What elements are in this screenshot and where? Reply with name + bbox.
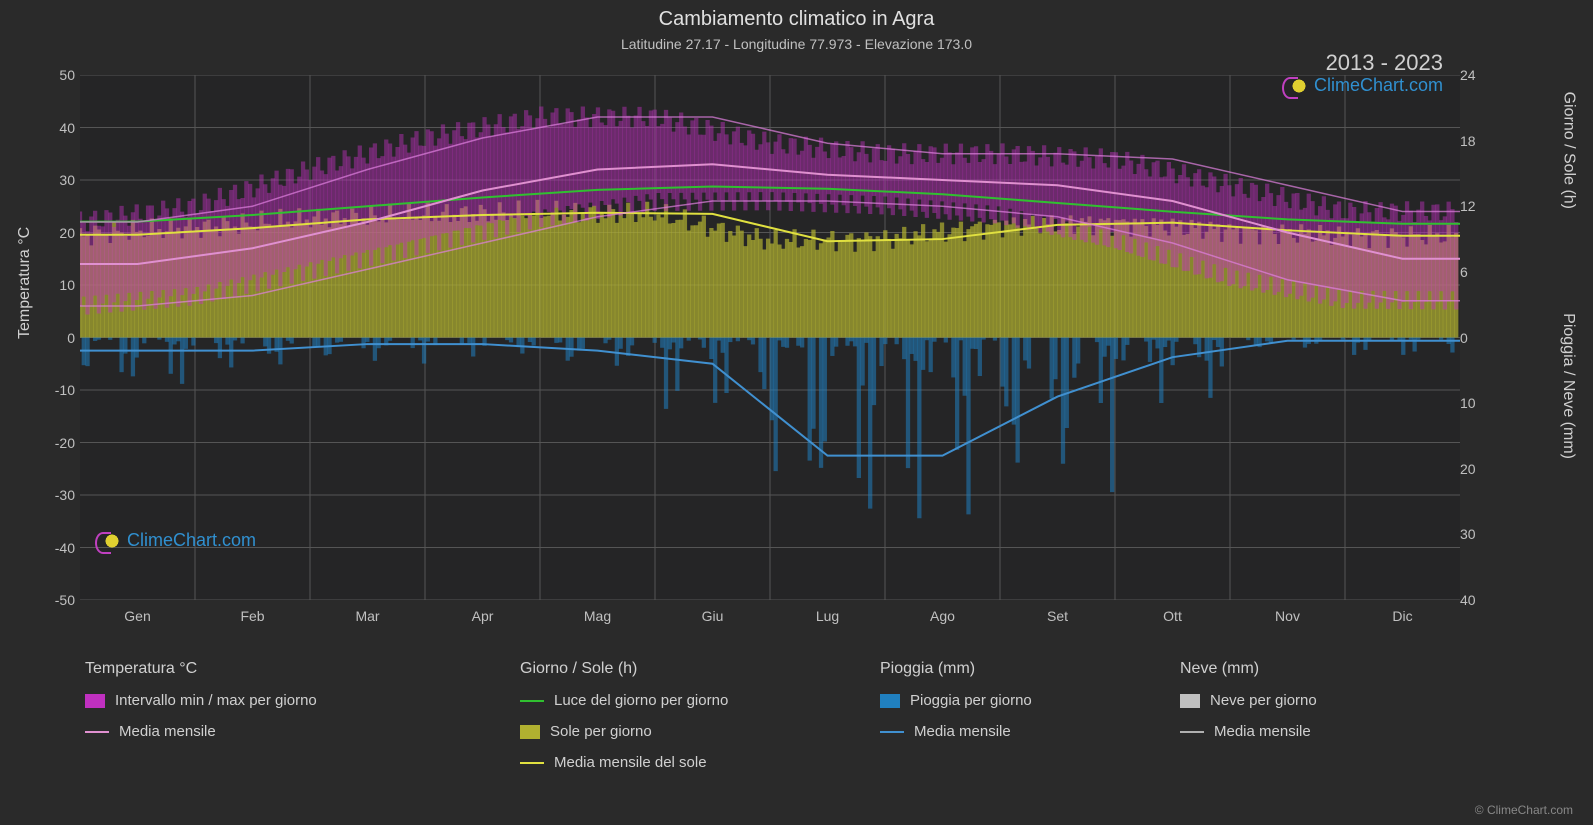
chart-subtitle: Latitudine 27.17 - Longitudine 77.973 - …	[621, 36, 972, 52]
climate-chart: Cambiamento climatico in Agra Latitudine…	[0, 0, 1593, 825]
chart-title: Cambiamento climatico in Agra	[659, 8, 935, 31]
y-axis-right-label-top: Giorno / Sole (h)	[1559, 92, 1577, 209]
watermark-text: ClimeChart.com	[127, 530, 256, 551]
tick-left: -40	[50, 540, 75, 556]
tick-left: 40	[50, 120, 75, 136]
copyright: © ClimeChart.com	[1475, 803, 1573, 817]
year-range: 2013 - 2023	[1326, 50, 1443, 76]
legend-temperature: Temperatura °C Intervallo min / max per …	[85, 660, 317, 754]
tick-month: Ago	[930, 608, 955, 624]
tick-right: 40	[1460, 592, 1485, 608]
tick-right: 24	[1460, 67, 1485, 83]
tick-month: Set	[1047, 608, 1068, 624]
watermark-bottom: ClimeChart.com	[95, 530, 256, 555]
legend-day-header: Giorno / Sole (h)	[520, 660, 728, 678]
legend-temp-header: Temperatura °C	[85, 660, 317, 678]
y-axis-left-label: Temperatura °C	[16, 227, 34, 339]
climechart-logo-icon	[95, 532, 123, 550]
tick-month: Giu	[702, 608, 724, 624]
tick-left: -10	[50, 382, 75, 398]
tick-right: 30	[1460, 526, 1485, 542]
legend-rain-mean: Media mensile	[914, 723, 1011, 740]
legend-rain-daily: Pioggia per giorno	[910, 692, 1032, 709]
line-daylight	[520, 700, 544, 702]
line-snow-mean	[1180, 731, 1204, 733]
legend-temp-range: Intervallo min / max per giorno	[115, 692, 317, 709]
tick-right: 6	[1460, 264, 1485, 280]
watermark-top: ClimeChart.com	[1282, 75, 1443, 100]
legend-rain: Pioggia (mm) Pioggia per giorno Media me…	[880, 660, 1032, 754]
tick-left: 50	[50, 67, 75, 83]
legend-snow: Neve (mm) Neve per giorno Media mensile	[1180, 660, 1317, 754]
tick-left: 20	[50, 225, 75, 241]
tick-month: Nov	[1275, 608, 1300, 624]
climechart-logo-icon	[1282, 77, 1310, 95]
legend-sun-mean: Media mensile del sole	[554, 754, 707, 771]
tick-right: 12	[1460, 198, 1485, 214]
tick-month: Gen	[124, 608, 150, 624]
legend-snow-daily: Neve per giorno	[1210, 692, 1317, 709]
legend-snow-mean: Media mensile	[1214, 723, 1311, 740]
plot-area	[80, 75, 1460, 600]
tick-month: Lug	[816, 608, 839, 624]
tick-month: Mag	[584, 608, 611, 624]
tick-right: 18	[1460, 133, 1485, 149]
line-rain-mean	[880, 731, 904, 733]
tick-left: -30	[50, 487, 75, 503]
tick-month: Feb	[240, 608, 264, 624]
tick-month: Apr	[472, 608, 494, 624]
swatch-snow	[1180, 694, 1200, 708]
tick-month: Dic	[1392, 608, 1412, 624]
legend-rain-header: Pioggia (mm)	[880, 660, 1032, 678]
line-temp-mean	[85, 731, 109, 733]
tick-right: 0	[1460, 330, 1485, 346]
y-axis-right-label-bottom: Pioggia / Neve (mm)	[1559, 313, 1577, 459]
legend-sun: Sole per giorno	[550, 723, 652, 740]
tick-left: 30	[50, 172, 75, 188]
watermark-text: ClimeChart.com	[1314, 75, 1443, 96]
legend-daylight: Giorno / Sole (h) Luce del giorno per gi…	[520, 660, 728, 785]
swatch-temp-range	[85, 694, 105, 708]
tick-left: 10	[50, 277, 75, 293]
line-sun-mean	[520, 762, 544, 764]
legend-temp-mean: Media mensile	[119, 723, 216, 740]
tick-right: 20	[1460, 461, 1485, 477]
swatch-sun	[520, 725, 540, 739]
swatch-rain	[880, 694, 900, 708]
tick-left: -20	[50, 435, 75, 451]
legend-snow-header: Neve (mm)	[1180, 660, 1317, 678]
tick-right: 10	[1460, 395, 1485, 411]
chart-svg	[80, 75, 1460, 600]
legend-daylight: Luce del giorno per giorno	[554, 692, 728, 709]
tick-left: 0	[50, 330, 75, 346]
tick-month: Ott	[1163, 608, 1182, 624]
tick-left: -50	[50, 592, 75, 608]
tick-month: Mar	[355, 608, 379, 624]
